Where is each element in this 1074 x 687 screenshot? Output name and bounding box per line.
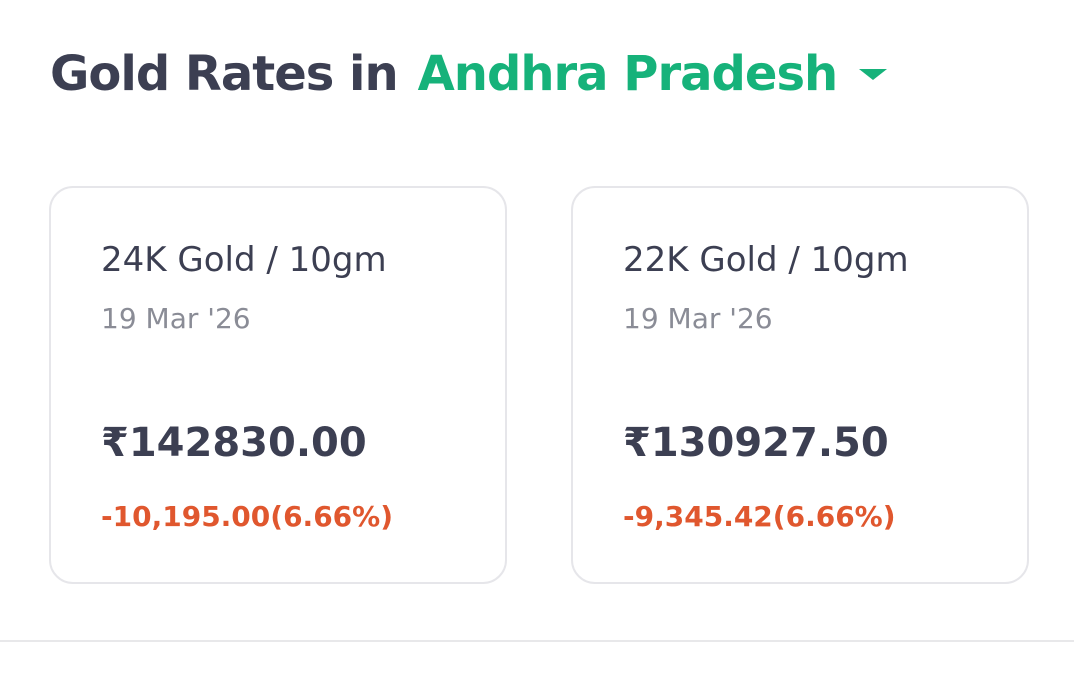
card-change: -9,345.42(6.66%) — [623, 500, 896, 533]
card-label: 24K Gold / 10gm — [101, 240, 387, 280]
title: Gold Rates in — [50, 46, 399, 102]
card-price: ₹130927.50 — [623, 420, 889, 466]
rate-card[interactable]: 22K Gold / 10gm 19 Mar '26 ₹130927.50 -9… — [571, 186, 1029, 584]
divider — [0, 640, 1074, 642]
card-label: 22K Gold / 10gm — [623, 240, 909, 280]
card-price: ₹142830.00 — [101, 420, 367, 466]
rate-card[interactable]: 24K Gold / 10gm 19 Mar '26 ₹142830.00 -1… — [49, 186, 507, 584]
card-date: 19 Mar '26 — [623, 302, 773, 335]
dropdown-caret[interactable] — [859, 68, 888, 80]
card-date: 19 Mar '26 — [101, 302, 251, 335]
card-change: -10,195.00(6.66%) — [101, 500, 394, 533]
location-selector[interactable]: Andhra Pradesh — [417, 46, 839, 102]
header: Gold Rates in Andhra Pradesh — [50, 46, 888, 102]
